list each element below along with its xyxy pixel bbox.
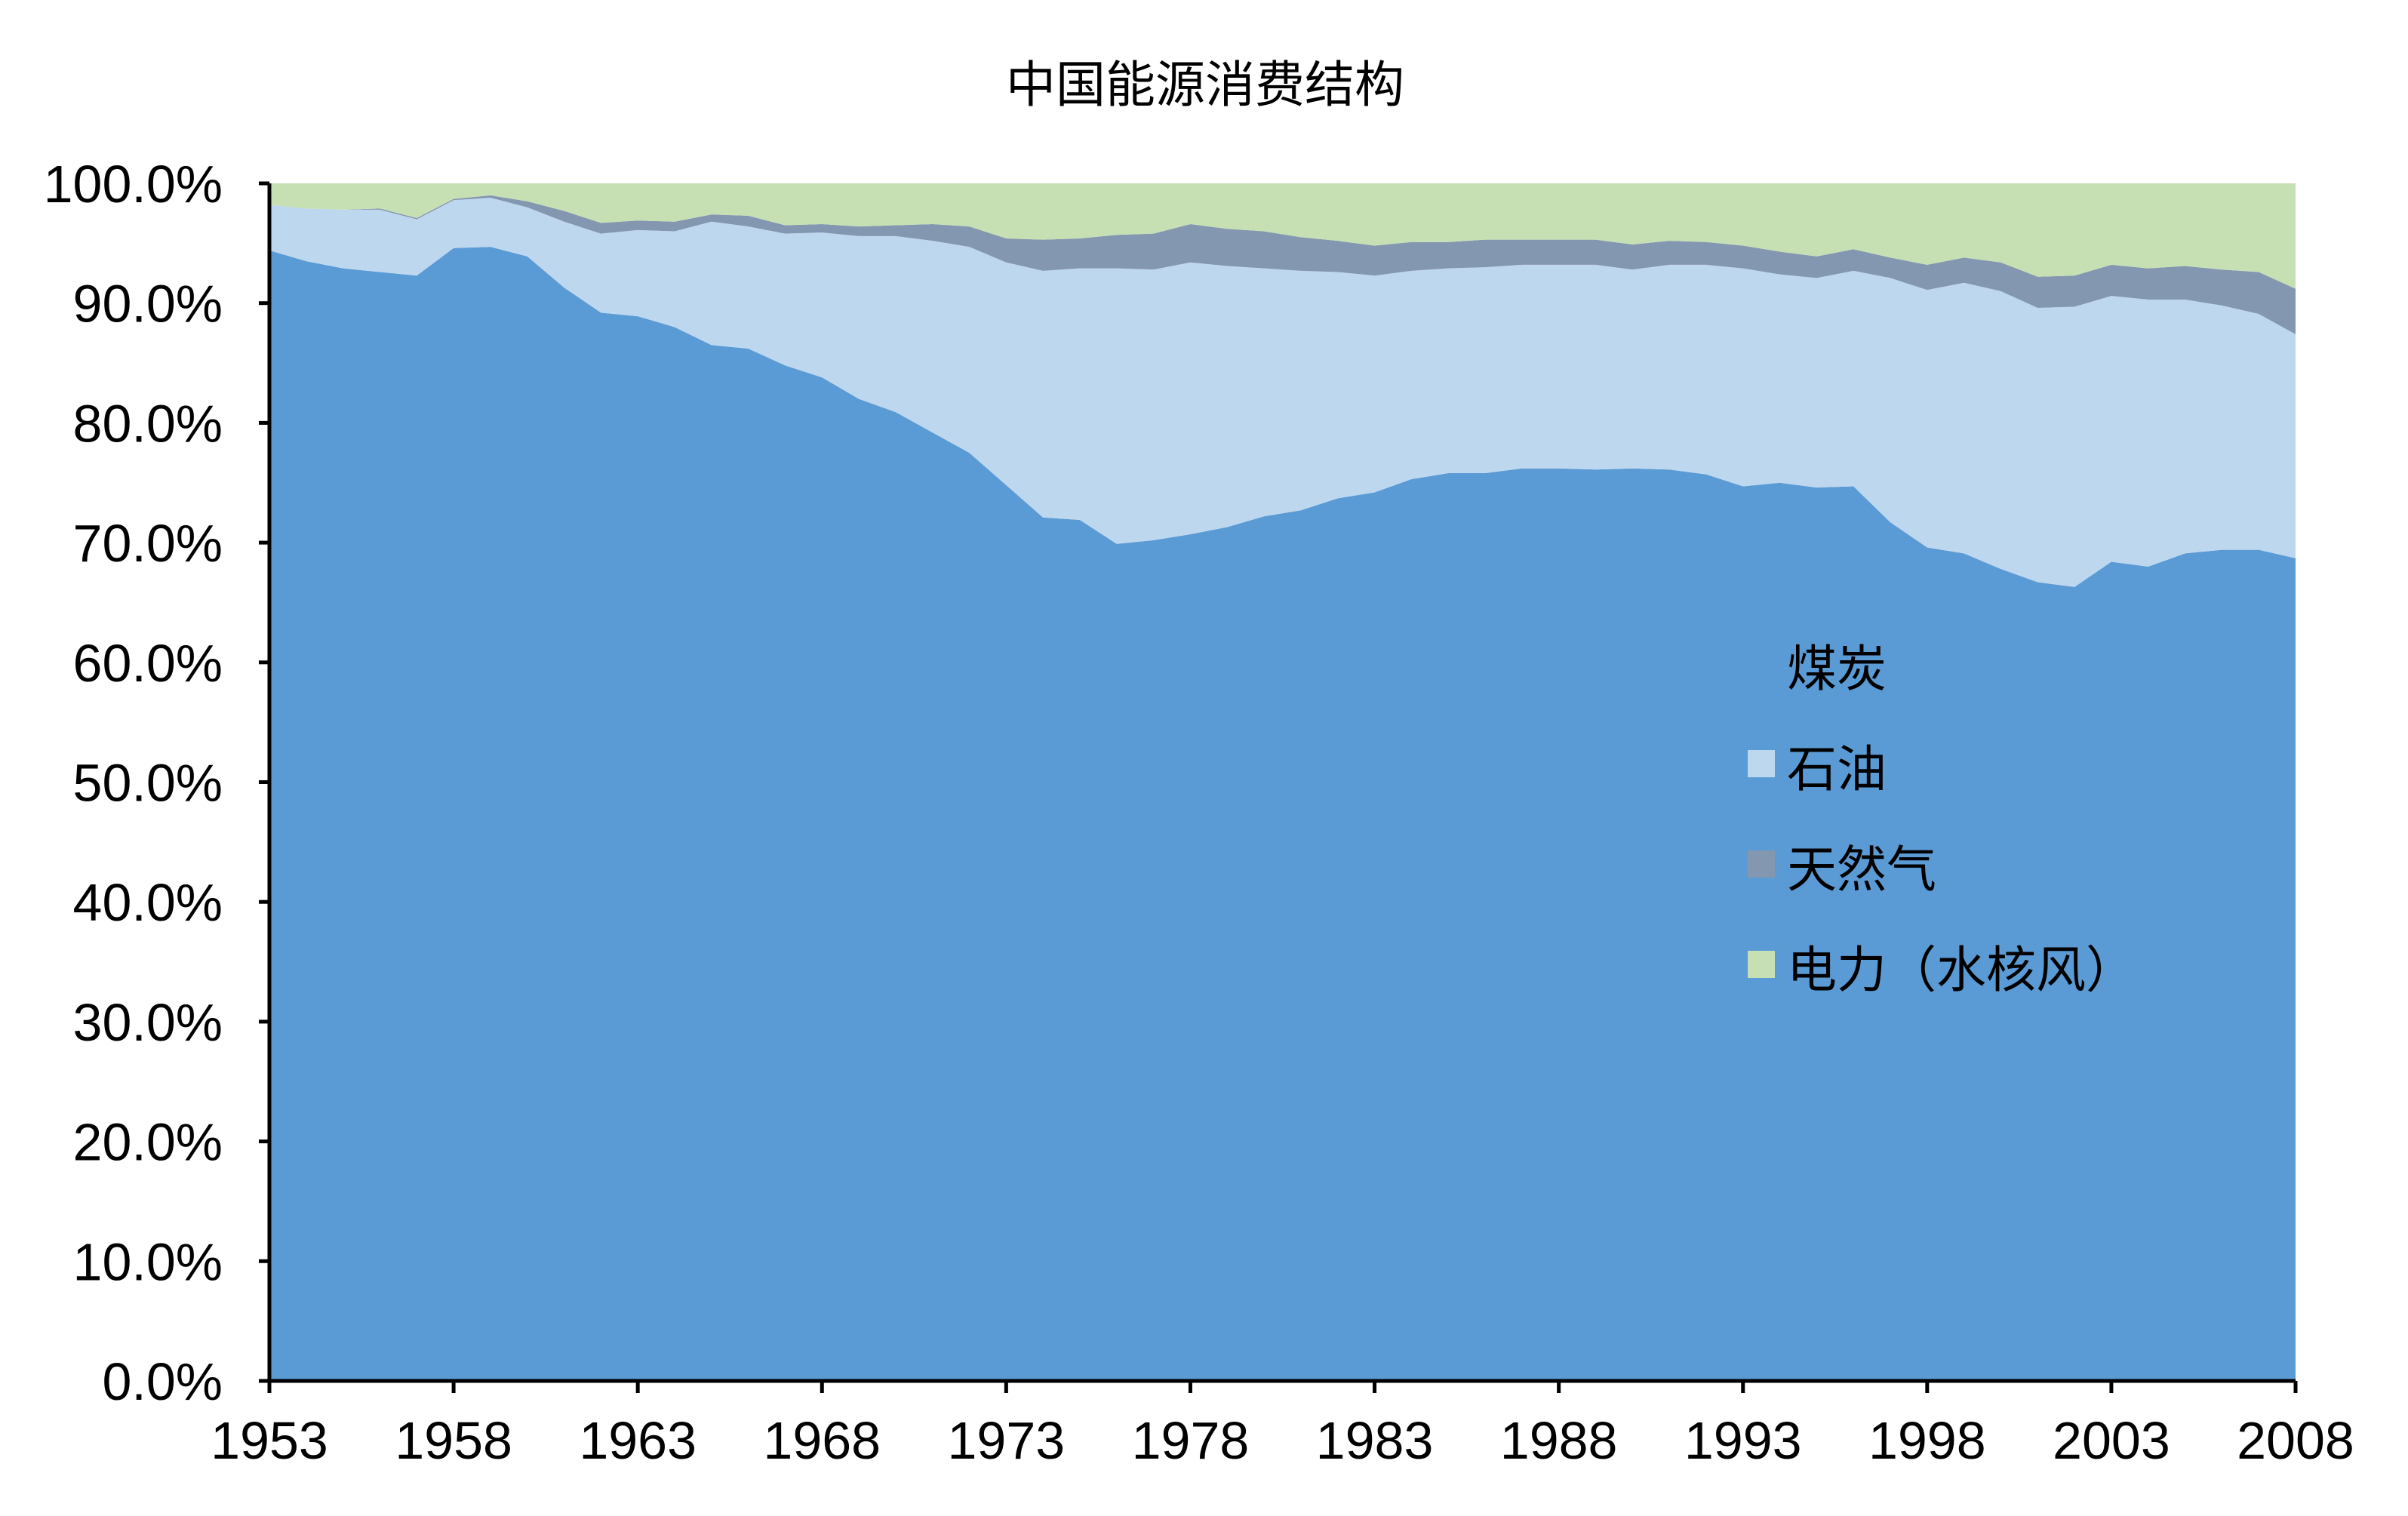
area-layers: [269, 183, 2296, 1381]
y-tick-label: 80.0%: [73, 394, 223, 453]
y-tick-label: 0.0%: [102, 1352, 223, 1411]
y-tick-label: 30.0%: [73, 993, 223, 1052]
x-tick-label: 2008: [2237, 1411, 2354, 1470]
x-tick-label: 1963: [579, 1411, 697, 1470]
area-series-0: [269, 247, 2296, 1381]
y-tick-label: 60.0%: [73, 634, 223, 693]
x-tick-label: 1993: [1684, 1411, 1802, 1470]
legend-label-1: 石油: [1787, 740, 1887, 798]
legend-label-2: 天然气: [1787, 841, 1936, 899]
x-tick-label: 2003: [2053, 1411, 2170, 1470]
legend-swatch-3: [1748, 951, 1775, 978]
x-tick-label: 1968: [763, 1411, 881, 1470]
chart-title: 中国能源消费结构: [1006, 56, 1404, 114]
y-tick-label: 70.0%: [73, 514, 223, 573]
area-series-3: [269, 183, 2296, 289]
y-tick-label: 40.0%: [73, 873, 223, 932]
y-tick-label: 20.0%: [73, 1113, 223, 1172]
area-series-1: [269, 198, 2296, 587]
x-tick-label: 1978: [1132, 1411, 1250, 1470]
legend-swatch-0: [1748, 650, 1775, 677]
y-axis-ticks: 0.0% 10.0% 20.0% 30.0% 40.0% 50.0% 60.0% 70.0% 8…: [44, 155, 269, 1411]
legend-label-0: 煤炭: [1787, 640, 1887, 698]
legend-swatch-2: [1748, 850, 1775, 878]
legend-label-3: 电力（水核风）: [1787, 941, 2136, 999]
y-tick-label: 50.0%: [73, 754, 223, 813]
y-tick-label: 90.0%: [73, 275, 223, 334]
y-tick-label: 10.0%: [73, 1232, 223, 1291]
y-tick-label: 100.0%: [44, 155, 223, 214]
x-tick-label: 1973: [947, 1411, 1065, 1470]
x-tick-label: 1953: [211, 1411, 328, 1470]
x-tick-label: 1983: [1316, 1411, 1434, 1470]
x-tick-label: 1958: [395, 1411, 512, 1470]
x-tick-label: 1988: [1500, 1411, 1618, 1470]
x-axis-ticks: 1953 1958 1963 1968 1973 1978 1983 1988 1993 1998…: [211, 1381, 2354, 1470]
area-series-2: [269, 195, 2296, 334]
x-tick-label: 1998: [1868, 1411, 1986, 1470]
legend-swatch-1: [1748, 750, 1775, 777]
